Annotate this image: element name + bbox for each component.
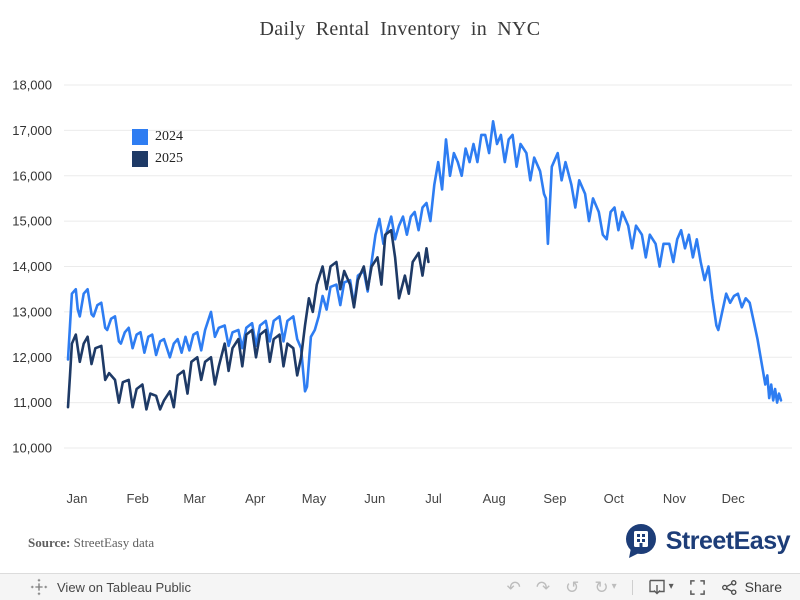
refresh-button[interactable]: ↻ ▾ [594,579,616,596]
legend-swatch-2024 [132,129,148,145]
legend-item-2025[interactable]: 2025 [132,148,183,170]
legend-item-2024[interactable]: 2024 [132,126,183,148]
legend-label-2025: 2025 [155,151,183,166]
y-axis-tick-label: 16,000 [12,168,52,183]
undo-icon: ↶ [506,577,521,597]
brand-name: StreetEasy [665,526,791,555]
toolbar-divider [631,579,633,595]
x-axis-tick-label: Mar [183,491,206,506]
share-icon [721,579,737,595]
tableau-logo-icon [30,578,48,596]
x-axis-tick-label: Jul [425,491,442,506]
download-button[interactable]: ▾ [648,579,674,596]
series-line-2025[interactable] [66,228,430,411]
streeteasy-logo: StreetEasy [623,522,791,560]
download-icon [648,579,665,594]
source-note: Source: StreetEasy data [28,535,154,551]
y-axis-tick-label: 10,000 [12,441,52,456]
share-label: Share [744,579,782,595]
y-axis-tick-label: 15,000 [12,214,52,229]
y-axis-tick-label: 11,000 [13,395,52,410]
x-axis-tick-label: Apr [245,491,266,506]
x-axis-tick-label: Dec [722,491,746,506]
legend-label-2024: 2024 [155,129,183,144]
tableau-toolbar: View on Tableau Public ↶ ↷ ↺ ↻ ▾ ▾ [0,573,800,600]
line-chart[interactable]: 10,000 11,000 12,000 13,000 14,000 15,000 16,0… [0,0,800,560]
undo-button[interactable]: ↶ [507,579,521,596]
chart-title: Daily Rental Inventory in NYC [259,18,541,40]
series-line-2024[interactable] [66,120,783,404]
refresh-icon: ↻ [594,577,609,597]
x-axis-tick-label: Aug [483,491,506,506]
x-axis-tick-label: Jan [67,491,88,506]
y-axis-tick-label: 17,000 [12,123,52,138]
fullscreen-button[interactable] [689,579,706,596]
share-button[interactable]: Share [721,579,782,596]
source-label: Source: [28,535,71,550]
x-axis-tick-label: Feb [127,491,149,506]
y-axis-tick-label: 14,000 [12,259,52,274]
streeteasy-logo-icon [625,524,656,558]
legend-swatch-2025 [132,151,148,167]
y-axis-tick-label: 12,000 [12,350,52,365]
redo-icon: ↷ [535,577,551,597]
revert-button[interactable]: ↺ [565,579,579,596]
fullscreen-icon [689,579,705,595]
x-axis-tick-label: Oct [604,491,625,506]
x-axis-tick-label: May [302,491,327,506]
y-axis-tick-label: 13,000 [12,304,52,319]
x-axis-tick-label: Sep [543,491,566,506]
source-text: StreetEasy data [73,535,155,550]
redo-button[interactable]: ↷ [536,579,550,596]
revert-icon: ↺ [565,577,580,597]
x-axis-tick-label: Nov [663,491,687,506]
view-on-tableau-public-link[interactable]: View on Tableau Public [57,579,191,595]
legend: 2024 2025 [132,126,183,170]
refresh-caret-icon: ▾ [611,581,617,592]
download-caret-icon: ▾ [668,581,674,592]
x-axis-tick-label: Jun [364,491,385,506]
y-axis-tick-label: 18,000 [12,78,52,93]
